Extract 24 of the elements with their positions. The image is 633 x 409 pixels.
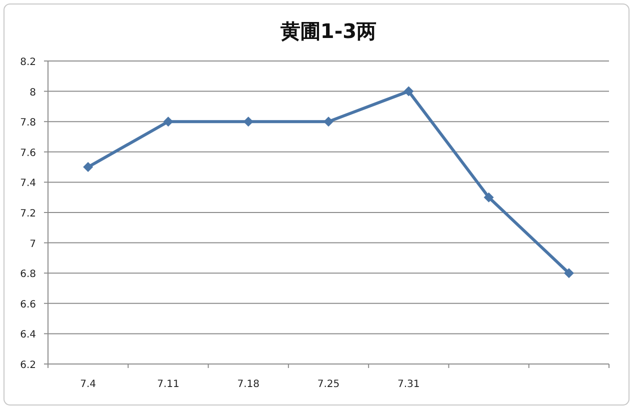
point — [564, 268, 574, 278]
x-tick-label: 7.25 — [317, 379, 340, 390]
point — [484, 192, 494, 202]
point — [324, 116, 334, 127]
point — [404, 86, 414, 96]
y-tick-label: 6.8 — [20, 269, 36, 280]
x-tick-label: 7.31 — [398, 379, 420, 390]
y-tick-label: 6.2 — [20, 360, 36, 371]
y-tick-label: 7.2 — [20, 208, 36, 220]
point — [163, 116, 174, 127]
y-tick-label: 7.6 — [20, 148, 36, 159]
y-tick-label: 6.4 — [20, 330, 36, 341]
x-tick-label: 7.4 — [80, 379, 96, 390]
y-tick-label: 7 — [30, 238, 36, 250]
y-tick-label: 7.8 — [20, 118, 36, 129]
x-tick-label: 7.18 — [237, 379, 260, 390]
y-tick-label: 7.4 — [20, 178, 36, 190]
y-tick-label: 8.2 — [20, 57, 36, 68]
point — [243, 116, 254, 127]
y-tick-label: 8 — [30, 87, 36, 98]
y-tick-label: 6.6 — [20, 299, 36, 310]
x-tick-label: 7.11 — [157, 379, 180, 390]
point — [83, 162, 94, 172]
chart-title: 黄圃1-3两 — [279, 19, 377, 43]
